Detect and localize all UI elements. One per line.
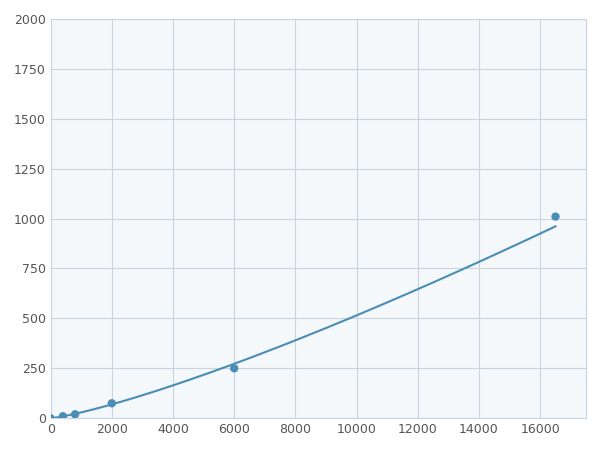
Point [70, 411, 80, 418]
Point [229, 365, 239, 372]
Point [107, 400, 116, 407]
Point [46, 414, 55, 422]
Point [551, 213, 560, 220]
Point [58, 413, 68, 420]
